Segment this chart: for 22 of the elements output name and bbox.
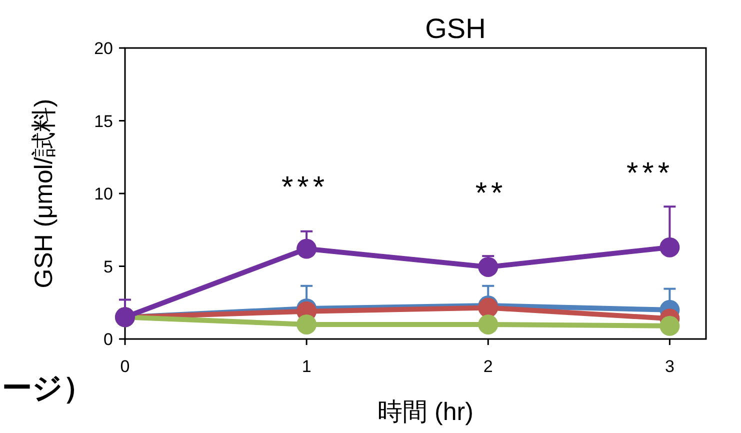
annotation: *** bbox=[281, 171, 329, 204]
y-axis-title: GSH (μmol/試料) bbox=[30, 98, 58, 288]
chart-title: GSH bbox=[425, 13, 486, 44]
x-tick-label: 2 bbox=[483, 357, 493, 376]
x-tick-label: 3 bbox=[664, 357, 674, 376]
y-tick-label: 20 bbox=[94, 39, 113, 58]
x-tick-label: 0 bbox=[120, 357, 130, 376]
x-tick-label: 1 bbox=[302, 357, 312, 376]
x-axis-title: 時間 (hr) bbox=[378, 398, 474, 426]
point bbox=[296, 238, 317, 259]
y-tick-label: 10 bbox=[94, 184, 113, 204]
y-tick-label: 15 bbox=[94, 112, 113, 131]
point bbox=[478, 256, 498, 277]
point bbox=[660, 237, 680, 258]
annotation: ** bbox=[475, 177, 507, 210]
y-tick-label: 5 bbox=[104, 257, 113, 276]
point bbox=[660, 316, 680, 336]
annotation: *** bbox=[626, 157, 674, 190]
text: ージ） bbox=[2, 372, 93, 405]
y-tick-label: 0 bbox=[104, 330, 113, 349]
point bbox=[296, 314, 317, 334]
point bbox=[478, 314, 498, 334]
